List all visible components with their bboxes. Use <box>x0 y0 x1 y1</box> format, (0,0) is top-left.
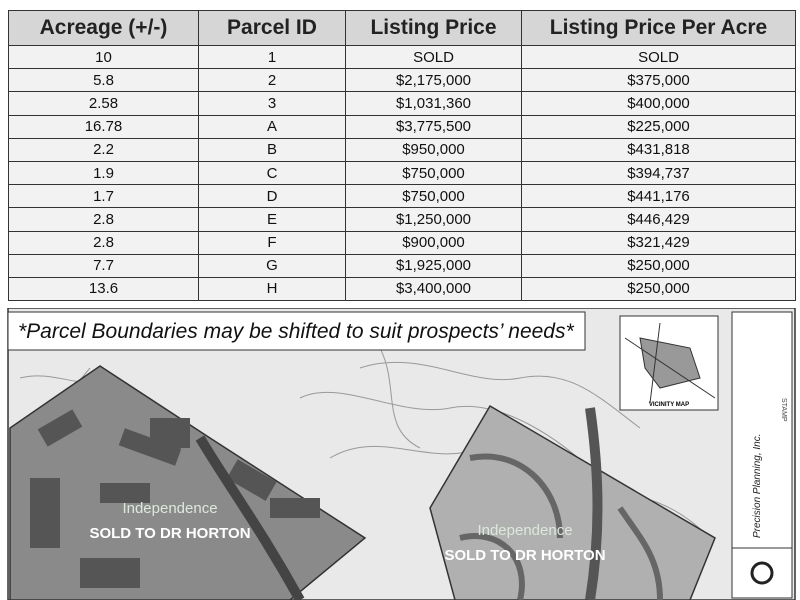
table-cell: 3 <box>198 91 346 116</box>
table-cell: $900,000 <box>345 230 522 255</box>
table-row: 2.58 3 $1,031,360 $400,000 <box>8 91 796 116</box>
column-header: Acreage (+/-) <box>8 10 199 46</box>
table-cell: D <box>198 184 346 209</box>
note: *Parcel Boundaries may be shifted to sui… <box>18 320 574 343</box>
table-cell: A <box>198 114 346 139</box>
table-row: 2.2 B $950,000 $431,818 <box>8 137 796 162</box>
table-row: 5.8 2 $2,175,000 $375,000 <box>8 68 796 93</box>
table-cell: $750,000 <box>345 184 522 209</box>
column-header: Parcel ID <box>198 10 346 46</box>
table-cell: $3,775,500 <box>345 114 522 139</box>
parcel-labels: Independence SOLD TO DR HORTON Independenc… <box>89 500 605 564</box>
table-cell: 16.78 <box>8 114 199 139</box>
table-cell: H <box>198 276 346 302</box>
table-row: 7.7 G $1,925,000 $250,000 <box>8 253 796 278</box>
table-cell: 1 <box>198 44 346 70</box>
parcel-brand: Independence <box>477 522 572 539</box>
table-cell: F <box>198 230 346 255</box>
table-cell: 2.2 <box>8 137 199 162</box>
table-cell: 2.8 <box>8 230 199 255</box>
table-cell: $1,250,000 <box>345 207 522 232</box>
table-cell: SOLD <box>345 44 522 70</box>
table-cell: 5.8 <box>8 68 199 93</box>
table-cell: $375,000 <box>521 68 796 93</box>
creek <box>195 435 305 600</box>
table-cell: $3,400,000 <box>345 276 522 302</box>
note-box <box>7 311 586 351</box>
title-block <box>731 311 793 599</box>
table-cell: 2.58 <box>8 91 199 116</box>
table-cell: 1.7 <box>8 184 199 209</box>
header-row: Acreage (+/-) Parcel ID Listing Price Listi… <box>8 10 796 46</box>
firm: Precision Planning, Inc. <box>752 433 763 538</box>
parcel-brand: Independence <box>122 500 217 517</box>
vicinity-label: VICINITY MAP <box>649 402 689 408</box>
table-cell: B <box>198 137 346 162</box>
table-row: 16.78 A $3,775,500 $225,000 <box>8 114 796 139</box>
parcel-status: SOLD TO DR HORTON <box>89 525 250 542</box>
table-cell: $1,925,000 <box>345 253 522 278</box>
creek <box>585 407 603 600</box>
column-header: Listing Price Per Acre <box>521 10 796 46</box>
table-cell: SOLD <box>521 44 796 70</box>
logo <box>750 561 774 585</box>
table-cell: $400,000 <box>521 91 796 116</box>
table-cell: $431,818 <box>521 137 796 162</box>
table-cell: 13.6 <box>8 276 199 302</box>
table-cell: 10 <box>8 44 199 70</box>
parcel-status: SOLD TO DR HORTON <box>444 547 605 564</box>
lots <box>30 409 320 588</box>
table-cell: G <box>198 253 346 278</box>
table-cell: E <box>198 207 346 232</box>
table-cell: $950,000 <box>345 137 522 162</box>
stamp: STAMP <box>780 398 787 422</box>
column-header: Listing Price <box>345 10 522 46</box>
table-cell: 1.9 <box>8 160 199 186</box>
table-cell: $441,176 <box>521 184 796 209</box>
table-cell: $321,429 <box>521 230 796 255</box>
table-cell: $2,175,000 <box>345 68 522 93</box>
table-cell: 7.7 <box>8 253 199 278</box>
table-row: 2.8 F $900,000 $321,429 <box>8 230 796 255</box>
table-cell: $394,737 <box>521 160 796 186</box>
table-cell: $225,000 <box>521 114 796 139</box>
site-plan: *Parcel Boundaries may be shifted to sui… <box>7 308 796 600</box>
parcel-sold <box>9 365 367 600</box>
table-row: 1.9 C $750,000 $394,737 <box>8 160 796 186</box>
table-body: 10 1 SOLD SOLD 5.8 2 $2,175,000 $375,000 2.58 3 $1… <box>8 44 796 302</box>
table-cell: C <box>198 160 346 186</box>
vicinity-roads <box>624 322 716 404</box>
streets <box>459 453 663 600</box>
parcel-sold <box>429 404 716 600</box>
table-cell: $750,000 <box>345 160 522 186</box>
table-row: 10 1 SOLD SOLD <box>8 44 796 70</box>
table-cell: $446,429 <box>521 207 796 232</box>
table-row: 13.6 H $3,400,000 $250,000 <box>8 276 796 302</box>
table-cell: 2.8 <box>8 207 199 232</box>
table-row: 2.8 E $1,250,000 $446,429 <box>8 207 796 232</box>
table-cell: $250,000 <box>521 253 796 278</box>
table-row: 1.7 D $750,000 $441,176 <box>8 184 796 209</box>
vicinity-area <box>639 337 701 389</box>
table-cell: $1,031,360 <box>345 91 522 116</box>
table-cell: $250,000 <box>521 276 796 302</box>
table-cell: 2 <box>198 68 346 93</box>
listing-table: Acreage (+/-) Parcel ID Listing Price Listi… <box>8 10 796 302</box>
